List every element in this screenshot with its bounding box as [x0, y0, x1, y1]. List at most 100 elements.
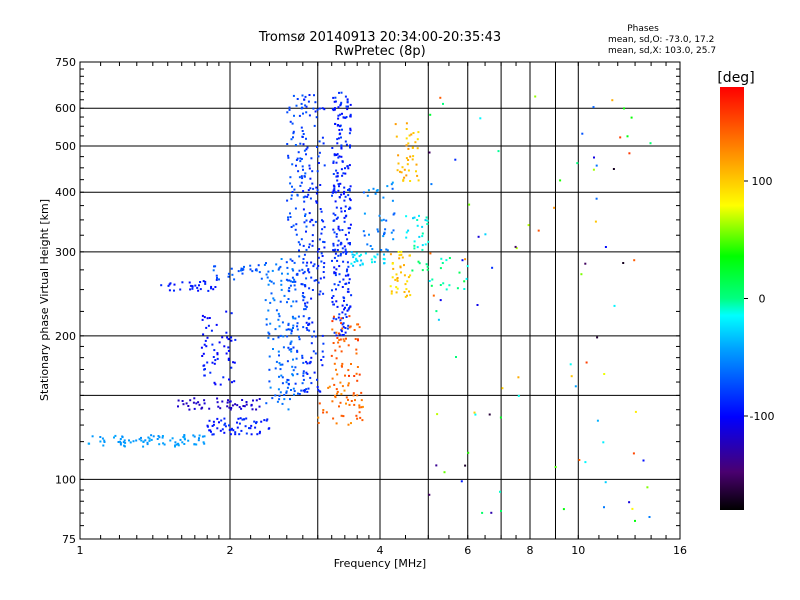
data-point: [317, 256, 320, 259]
data-point: [344, 95, 347, 98]
data-point: [353, 254, 356, 257]
data-point: [315, 116, 318, 119]
data-point: [213, 362, 216, 365]
data-point: [216, 417, 219, 420]
data-point: [213, 349, 216, 352]
data-point: [228, 428, 231, 431]
data-point: [348, 326, 351, 329]
data-point: [386, 249, 389, 252]
data-point: [304, 104, 307, 107]
data-point: [183, 434, 186, 436]
data-point: [305, 388, 308, 391]
data-point: [173, 289, 175, 292]
data-point: [334, 248, 337, 251]
data-point: [103, 439, 106, 442]
data-point: [302, 370, 305, 373]
data-point: [322, 292, 325, 295]
data-point: [227, 349, 230, 352]
data-point: [249, 264, 252, 267]
data-point: [103, 441, 106, 443]
data-point: [304, 304, 307, 307]
data-point: [336, 259, 339, 262]
data-point: [289, 398, 291, 401]
data-point: [318, 402, 321, 405]
stats-line-o: mean, sd,O: -73.0, 17.2: [608, 35, 714, 45]
data-point: [302, 168, 304, 171]
data-point: [302, 133, 305, 135]
data-point: [228, 424, 230, 427]
data-point: [338, 280, 341, 283]
data-point: [341, 323, 344, 326]
data-point: [341, 334, 344, 337]
data-point: [216, 352, 219, 355]
data-point: [337, 225, 340, 228]
data-point: [286, 266, 289, 269]
data-point: [331, 289, 333, 292]
data-point: [308, 329, 311, 332]
data-point: [337, 316, 340, 319]
data-point: [185, 402, 188, 405]
data-point: [182, 403, 185, 406]
data-point: [344, 274, 347, 277]
data-point: [338, 273, 341, 276]
data-point: [322, 240, 325, 243]
data-point: [337, 254, 340, 257]
data-point: [221, 336, 224, 339]
data-point: [179, 438, 182, 441]
data-point: [403, 168, 406, 171]
data-point: [350, 262, 353, 265]
data-point: [405, 231, 408, 234]
data-point: [358, 255, 361, 258]
data-point: [285, 261, 288, 264]
data-point: [414, 141, 417, 144]
data-point: [515, 247, 518, 250]
data-point: [337, 284, 340, 287]
data-point: [425, 216, 428, 219]
data-point: [416, 246, 419, 249]
data-point: [415, 163, 418, 166]
data-point: [287, 298, 290, 300]
data-point: [409, 180, 412, 182]
data-point: [361, 419, 364, 422]
data-point: [318, 107, 321, 110]
data-point: [310, 356, 313, 359]
data-point: [356, 417, 359, 420]
data-point: [181, 400, 184, 402]
data-point: [570, 375, 573, 378]
data-point: [308, 243, 311, 246]
data-point: [354, 338, 357, 340]
data-point: [274, 394, 277, 397]
data-point: [604, 481, 607, 484]
data-point: [306, 195, 309, 198]
data-point: [385, 248, 388, 251]
data-point: [304, 302, 306, 305]
data-point: [311, 182, 314, 185]
data-point: [362, 191, 365, 194]
data-point: [347, 384, 350, 387]
data-point: [200, 346, 203, 349]
data-point: [321, 364, 324, 367]
data-point: [500, 510, 502, 512]
data-point: [278, 325, 281, 328]
data-point: [633, 259, 636, 262]
data-point: [308, 287, 311, 290]
data-point: [337, 183, 340, 186]
data-point: [290, 197, 293, 200]
data-point: [442, 282, 445, 285]
data-point: [337, 341, 340, 344]
data-point: [214, 286, 217, 288]
data-point: [321, 107, 324, 110]
data-point: [332, 317, 335, 320]
data-point: [281, 376, 284, 379]
data-point: [417, 179, 420, 182]
data-point: [202, 352, 205, 355]
data-point: [553, 206, 556, 209]
data-point: [275, 309, 278, 312]
data-point: [323, 164, 326, 167]
data-point: [360, 259, 363, 262]
data-point: [569, 363, 572, 366]
data-point: [426, 265, 429, 268]
data-point: [216, 353, 219, 356]
data-point: [215, 278, 218, 281]
data-point: [281, 363, 284, 366]
